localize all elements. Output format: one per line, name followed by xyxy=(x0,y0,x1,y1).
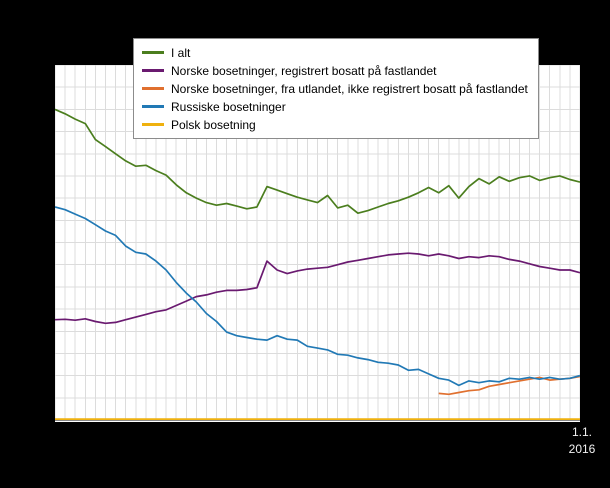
x-axis-end-label: 1.1. 2016 xyxy=(560,424,604,458)
legend-label-total: I alt xyxy=(171,45,191,60)
legend-item: I alt xyxy=(142,44,528,61)
x-axis-end-label-year: 2016 xyxy=(568,442,596,456)
legend-label-norwegian-registered: Norske bosetninger, registrert bosatt på… xyxy=(171,63,437,78)
legend-item: Norske bosetninger, registrert bosatt på… xyxy=(142,62,528,79)
legend-item: Russiske bosetninger xyxy=(142,98,528,115)
legend-label-russian: Russiske bosetninger xyxy=(171,99,286,114)
legend-line-swatch-norwegian-from-abroad xyxy=(142,87,164,90)
legend-item: Norske bosetninger, fra utlandet, ikke r… xyxy=(142,80,528,97)
legend: I alt Norske bosetninger, registrert bos… xyxy=(133,38,539,139)
legend-line-swatch-russian xyxy=(142,105,164,108)
legend-line-swatch-norwegian-registered xyxy=(142,69,164,72)
legend-line-swatch-polish xyxy=(142,123,164,126)
legend-line-swatch-total xyxy=(142,51,164,54)
legend-label-norwegian-from-abroad: Norske bosetninger, fra utlandet, ikke r… xyxy=(171,81,528,96)
legend-item: Polsk bosetning xyxy=(142,116,528,133)
x-axis-end-label-date: 1.1. xyxy=(571,425,592,439)
legend-label-polish: Polsk bosetning xyxy=(171,117,256,132)
